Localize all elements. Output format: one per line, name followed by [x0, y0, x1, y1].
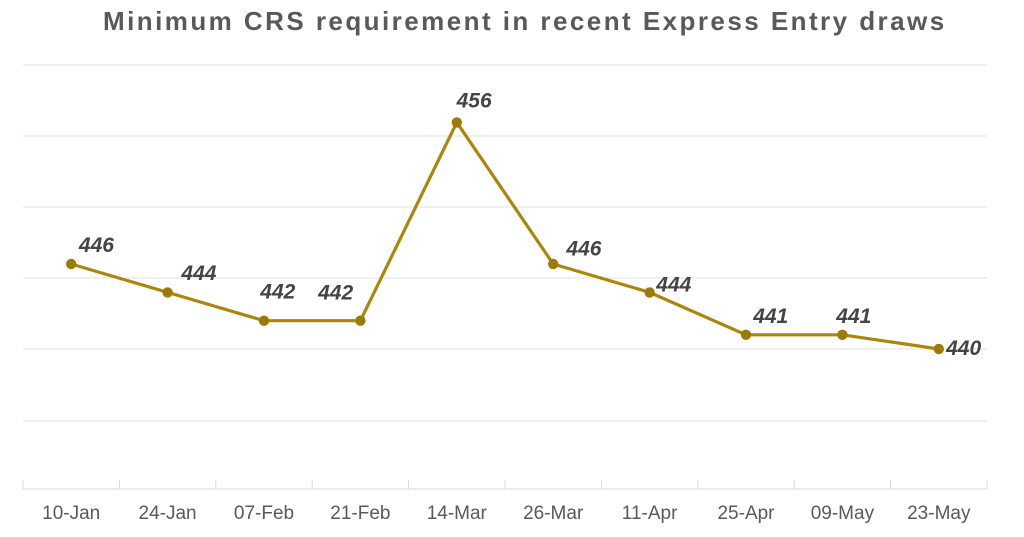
svg-text:442: 442 — [259, 280, 295, 303]
svg-text:456: 456 — [456, 90, 492, 113]
svg-text:26-Mar: 26-Mar — [523, 503, 584, 524]
svg-text:446: 446 — [565, 237, 601, 260]
svg-text:442: 442 — [317, 281, 353, 304]
svg-text:441: 441 — [835, 305, 871, 328]
svg-text:444: 444 — [180, 262, 216, 285]
svg-text:446: 446 — [78, 234, 114, 257]
svg-text:440: 440 — [945, 337, 981, 360]
svg-text:441: 441 — [752, 305, 788, 328]
svg-text:23-May: 23-May — [907, 503, 971, 524]
svg-text:11-Apr: 11-Apr — [622, 503, 678, 524]
svg-text:09-May: 09-May — [811, 503, 875, 524]
svg-text:10-Jan: 10-Jan — [42, 503, 100, 524]
svg-text:21-Feb: 21-Feb — [330, 503, 390, 524]
svg-text:07-Feb: 07-Feb — [234, 503, 294, 524]
svg-text:14-Mar: 14-Mar — [427, 503, 488, 524]
svg-text:444: 444 — [655, 273, 691, 296]
svg-text:25-Apr: 25-Apr — [717, 503, 775, 524]
svg-text:24-Jan: 24-Jan — [139, 503, 197, 524]
